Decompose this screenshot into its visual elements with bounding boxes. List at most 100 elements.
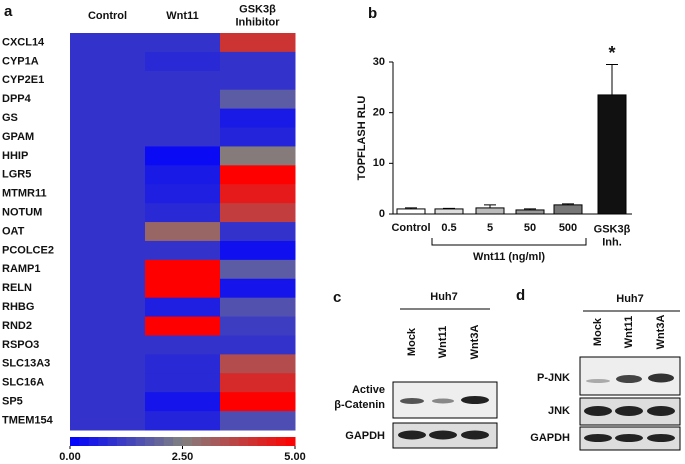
- colorbar-step: [145, 437, 155, 446]
- heat-cell: [220, 297, 296, 318]
- heat-cell: [70, 411, 146, 431]
- x-tick-label: GSK3β Inh.: [594, 223, 631, 248]
- row-label: CXCL14: [2, 36, 45, 48]
- colorbar-step: [98, 437, 108, 446]
- y-tick-label: 30: [373, 56, 385, 68]
- error-bar: [606, 64, 618, 95]
- colorbar-step: [163, 437, 174, 446]
- blot-c-images: [392, 381, 498, 449]
- x-tick-label: 50: [524, 222, 536, 234]
- row-label: SP5: [2, 396, 23, 408]
- heat-cell: [220, 222, 296, 242]
- colorbar-step: [79, 437, 90, 446]
- heat-cell: [70, 259, 146, 280]
- row-label: GAPDH: [345, 430, 385, 442]
- heat-cell: [145, 240, 221, 261]
- x-tick-label: Control: [391, 222, 430, 234]
- colorbar-step: [220, 437, 230, 446]
- colorbar-step: [276, 437, 287, 446]
- colorbar-tick-label: 5.00: [284, 451, 305, 463]
- heat-cell: [70, 89, 146, 110]
- heat-cell: [145, 373, 221, 393]
- row-label: LGR5: [2, 169, 31, 181]
- x-tick-label: 0.5: [441, 222, 456, 234]
- heat-cell: [70, 222, 146, 242]
- bar: [396, 208, 426, 215]
- row-label: MTMR11: [2, 188, 47, 200]
- row-label: RELN: [2, 282, 32, 294]
- heat-cell: [220, 373, 296, 393]
- heat-cell: [70, 108, 146, 129]
- lane-label: Wnt11: [437, 326, 449, 358]
- heat-cell: [70, 373, 146, 393]
- colorbar-tick-label: 2.50: [172, 451, 193, 463]
- y-tick-label: 10: [373, 157, 385, 169]
- heat-cell: [145, 354, 221, 374]
- colorbar-step: [191, 437, 202, 446]
- colorbar-step: [229, 437, 240, 446]
- error-bar: [524, 208, 536, 210]
- heat-cell: [220, 278, 296, 299]
- heat-cell: [145, 411, 221, 431]
- lane-label: Wnt3A: [469, 325, 481, 360]
- heat-cell: [145, 297, 221, 318]
- heat-cell: [70, 278, 146, 299]
- heat-cell: [70, 165, 146, 185]
- heat-cell: [70, 184, 146, 204]
- heat-cell: [220, 165, 296, 185]
- colorbar-step: [201, 437, 212, 446]
- lane-label: Mock: [406, 327, 418, 356]
- colorbar-step: [88, 437, 99, 446]
- bar: [515, 209, 545, 215]
- bar: [434, 208, 464, 215]
- bar: [553, 204, 583, 215]
- heat-cell: [70, 240, 146, 261]
- heat-cell: [220, 146, 296, 166]
- column-label: Control: [88, 10, 127, 22]
- heat-cell: [70, 146, 146, 166]
- row-label: JNK: [548, 405, 570, 417]
- heat-cell: [220, 184, 296, 204]
- colorbar-step: [257, 437, 268, 446]
- row-label: RAMP1: [2, 263, 41, 275]
- cell-line-label: Huh7: [616, 293, 644, 305]
- x-tick-label: 5: [487, 222, 493, 234]
- heat-cell: [220, 70, 296, 91]
- heat-cell: [220, 203, 296, 223]
- heat-cell: [145, 259, 221, 280]
- heat-cell: [220, 127, 296, 147]
- heat-cell: [70, 354, 146, 374]
- column-label: GSK3β Inhibitor: [236, 3, 281, 28]
- heat-cell: [145, 184, 221, 204]
- heat-cell: [145, 335, 221, 355]
- heat-cell: [145, 89, 221, 110]
- colorbar-step: [116, 437, 127, 446]
- row-label: P-JNK: [537, 372, 570, 384]
- lane-label: Mock: [592, 317, 604, 346]
- heat-cell: [70, 297, 146, 318]
- colorbar-step: [266, 437, 277, 446]
- panel-letter: a: [4, 3, 13, 20]
- y-tick-label: 20: [373, 107, 385, 119]
- heat-cell: [220, 89, 296, 110]
- heat-cell: [70, 203, 146, 223]
- group-label: Wnt11 (ng/ml): [473, 251, 545, 263]
- y-tick-label: 0: [379, 208, 385, 220]
- colorbar-step: [126, 437, 137, 446]
- lane-label: Wnt3A: [655, 315, 667, 350]
- colorbar-tick-label: 0.00: [59, 451, 80, 463]
- heat-cell: [220, 51, 296, 72]
- row-label: PCOLCE2: [2, 244, 54, 256]
- heat-cell: [220, 33, 296, 53]
- heat-cell: [145, 51, 221, 72]
- row-label: GAPDH: [530, 432, 570, 444]
- heat-cell: [220, 316, 296, 336]
- bar: [597, 94, 627, 215]
- row-label: Active: [352, 384, 385, 396]
- row-label: RSPO3: [2, 339, 39, 351]
- heat-cell: [145, 222, 221, 242]
- error-bar: [562, 203, 574, 205]
- blot-d-images: [579, 356, 681, 451]
- bar: [475, 207, 505, 215]
